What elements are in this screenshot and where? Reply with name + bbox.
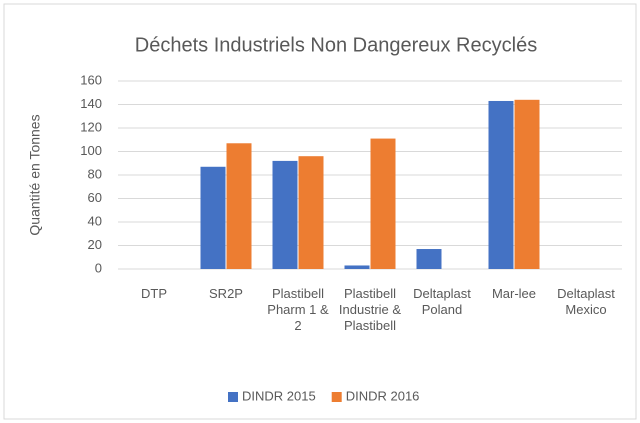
y-tick-label: 160 [80,72,102,87]
y-tick-label: 20 [88,237,102,252]
legend-swatch [331,392,342,402]
x-tick-label: SR2P [209,286,243,301]
x-tick-label: Deltaplast Poland [413,286,471,317]
bar [298,156,324,269]
y-tick-label: 40 [88,213,102,228]
x-tick-label: Mar-lee [491,286,537,301]
y-tick-label: 0 [95,260,102,275]
x-tick-label: DTP [141,286,167,301]
bar [226,143,252,269]
y-tick-label: 100 [80,143,102,158]
y-tick-label: 80 [88,166,102,181]
x-tick-label: Plastibell Pharm 1 & 2 [267,286,329,333]
y-tick-label: 120 [80,119,102,134]
bar [514,99,540,269]
x-tick-label: Deltaplast Mexico [557,286,615,317]
bar [370,138,396,269]
chart-title: Déchets Industriels Non Dangereux Recycl… [135,34,537,56]
x-tick-label: Plastibell Industrie & Plastibell [338,286,402,333]
legend-label: DINDR 2015 [242,388,316,403]
bar [416,249,442,269]
y-tick-label: 140 [80,96,102,111]
bar [200,166,226,269]
bar [488,100,514,269]
legend-swatch [228,392,238,402]
y-tick-label: 60 [88,190,102,205]
bar [272,160,298,269]
bar [344,265,370,269]
legend-label: DINDR 2016 [346,388,420,403]
y-axis-label: Quantité en Tonnes [27,114,43,235]
